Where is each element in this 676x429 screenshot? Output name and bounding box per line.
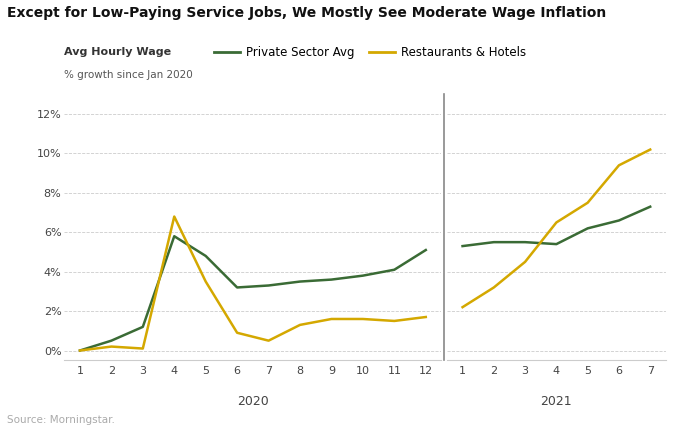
Legend: Private Sector Avg, Restaurants & Hotels: Private Sector Avg, Restaurants & Hotels — [210, 42, 531, 64]
Text: 2021: 2021 — [541, 395, 572, 408]
Text: Avg Hourly Wage: Avg Hourly Wage — [64, 46, 171, 57]
Text: Source: Morningstar.: Source: Morningstar. — [7, 415, 115, 425]
Text: % growth since Jan 2020: % growth since Jan 2020 — [64, 70, 193, 81]
Text: 2020: 2020 — [237, 395, 269, 408]
Text: Except for Low-Paying Service Jobs, We Mostly See Moderate Wage Inflation: Except for Low-Paying Service Jobs, We M… — [7, 6, 606, 21]
